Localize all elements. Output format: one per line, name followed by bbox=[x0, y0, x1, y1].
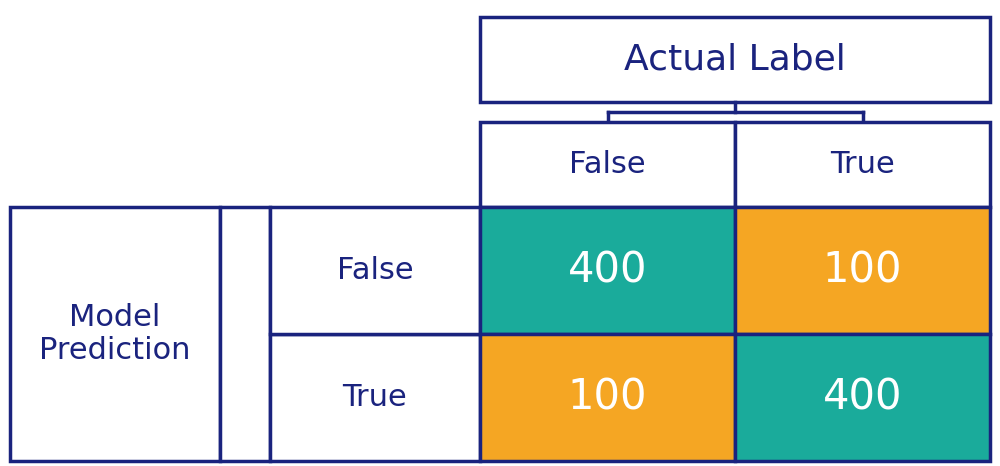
Text: 100: 100 bbox=[568, 377, 647, 418]
Text: True: True bbox=[343, 383, 407, 412]
Bar bbox=[480, 207, 735, 334]
Bar bbox=[220, 207, 270, 461]
Bar bbox=[10, 207, 220, 461]
Bar bbox=[270, 207, 480, 334]
Text: 100: 100 bbox=[823, 249, 902, 292]
Text: 400: 400 bbox=[823, 377, 902, 418]
Text: False: False bbox=[337, 256, 413, 285]
Text: False: False bbox=[569, 150, 646, 179]
Bar bbox=[270, 334, 480, 461]
Text: Model
Prediction: Model Prediction bbox=[39, 303, 191, 365]
Text: Actual Label: Actual Label bbox=[624, 42, 846, 76]
Bar bbox=[735, 122, 990, 207]
Text: 400: 400 bbox=[568, 249, 647, 292]
Bar bbox=[735, 334, 990, 461]
Bar bbox=[480, 122, 735, 207]
Bar bbox=[480, 17, 990, 102]
Text: True: True bbox=[830, 150, 895, 179]
Bar bbox=[480, 334, 735, 461]
Bar bbox=[735, 207, 990, 334]
